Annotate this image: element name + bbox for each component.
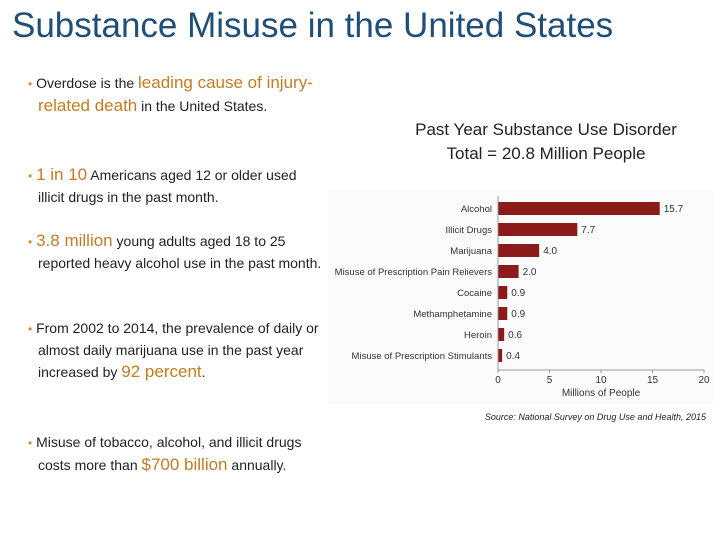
data-label: 15.7 bbox=[664, 204, 684, 215]
bullet-text: Misuse of tobacco, alcohol, and illicit … bbox=[36, 434, 302, 473]
bar bbox=[498, 307, 508, 320]
tick-label: 10 bbox=[595, 375, 607, 386]
x-axis-label: Millions of People bbox=[562, 388, 641, 399]
bar bbox=[498, 244, 540, 257]
chart-heading: Past Year Substance Use Disorder Total =… bbox=[386, 118, 706, 166]
bullet-text: . bbox=[201, 364, 206, 380]
source-note: Source: National Survey on Drug Use and … bbox=[484, 412, 706, 422]
data-label: 4.0 bbox=[543, 246, 557, 257]
tick-label: 5 bbox=[547, 375, 553, 386]
category-label: Cocaine bbox=[457, 288, 492, 299]
bullet-text: annually. bbox=[227, 457, 287, 473]
bullet-icon: • bbox=[28, 436, 33, 450]
data-label: 0.4 bbox=[506, 351, 520, 362]
bullet-illicit-drugs: • 1 in 10 Americans aged 12 or older use… bbox=[28, 164, 323, 208]
data-label: 0.9 bbox=[511, 309, 525, 320]
bar bbox=[498, 202, 660, 215]
tick-label: 15 bbox=[647, 375, 659, 386]
category-label: Alcohol bbox=[461, 204, 492, 215]
bullet-text: Americans aged 12 or older used illicit … bbox=[38, 167, 297, 205]
bar bbox=[498, 265, 519, 278]
chart-subtitle: Total = 20.8 Million People bbox=[446, 144, 646, 163]
tick-label: 20 bbox=[698, 375, 710, 386]
bullet-text: young adults aged 18 to 25 reported heav… bbox=[38, 233, 322, 271]
bar bbox=[498, 223, 578, 236]
bullet-icon: • bbox=[28, 322, 33, 336]
bullet-highlight: leading cause of injury-related death bbox=[38, 73, 313, 115]
category-label: Marijuana bbox=[450, 246, 492, 257]
bullet-highlight: 3.8 million bbox=[36, 231, 113, 250]
category-label: Misuse of Prescription Pain Relievers bbox=[335, 267, 493, 278]
bullet-text: From 2002 to 2014, the prevalence of dai… bbox=[36, 320, 319, 380]
data-label: 2.0 bbox=[523, 267, 537, 278]
data-label: 0.6 bbox=[508, 330, 522, 341]
bullet-icon: • bbox=[28, 169, 33, 183]
chart-title: Past Year Substance Use Disorder bbox=[415, 120, 677, 139]
bullet-text: in the United States. bbox=[137, 98, 268, 114]
bullet-overdose: • Overdose is the leading cause of injur… bbox=[28, 72, 323, 117]
bar bbox=[498, 328, 505, 341]
bar-chart: Alcohol 15.7 Illicit Drugs 7.7 Marijuana 4.0 M… bbox=[328, 190, 713, 405]
bullet-highlight: 92 percent bbox=[121, 362, 202, 381]
bar bbox=[498, 349, 503, 362]
bullet-icon: • bbox=[28, 235, 33, 249]
bullet-costs: • Misuse of tobacco, alcohol, and illici… bbox=[28, 432, 323, 476]
category-label: Illicit Drugs bbox=[446, 225, 493, 236]
tick-label: 0 bbox=[495, 375, 501, 386]
data-label: 7.7 bbox=[581, 225, 595, 236]
data-label: 0.9 bbox=[511, 288, 525, 299]
bullet-text: Overdose is the bbox=[36, 75, 139, 91]
bullet-icon: • bbox=[28, 77, 33, 91]
bullet-alcohol: • 3.8 million young adults aged 18 to 25… bbox=[28, 230, 323, 274]
category-label: Misuse of Prescription Stimulants bbox=[352, 351, 493, 362]
bar bbox=[498, 286, 508, 299]
bullet-highlight: 1 in 10 bbox=[36, 165, 88, 184]
bullet-marijuana: • From 2002 to 2014, the prevalence of d… bbox=[28, 318, 323, 383]
category-label: Heroin bbox=[464, 330, 492, 341]
slide-title: Substance Misuse in the United States bbox=[12, 6, 614, 45]
bullet-highlight: $700 billion bbox=[141, 455, 228, 474]
category-label: Methamphetamine bbox=[413, 309, 492, 320]
